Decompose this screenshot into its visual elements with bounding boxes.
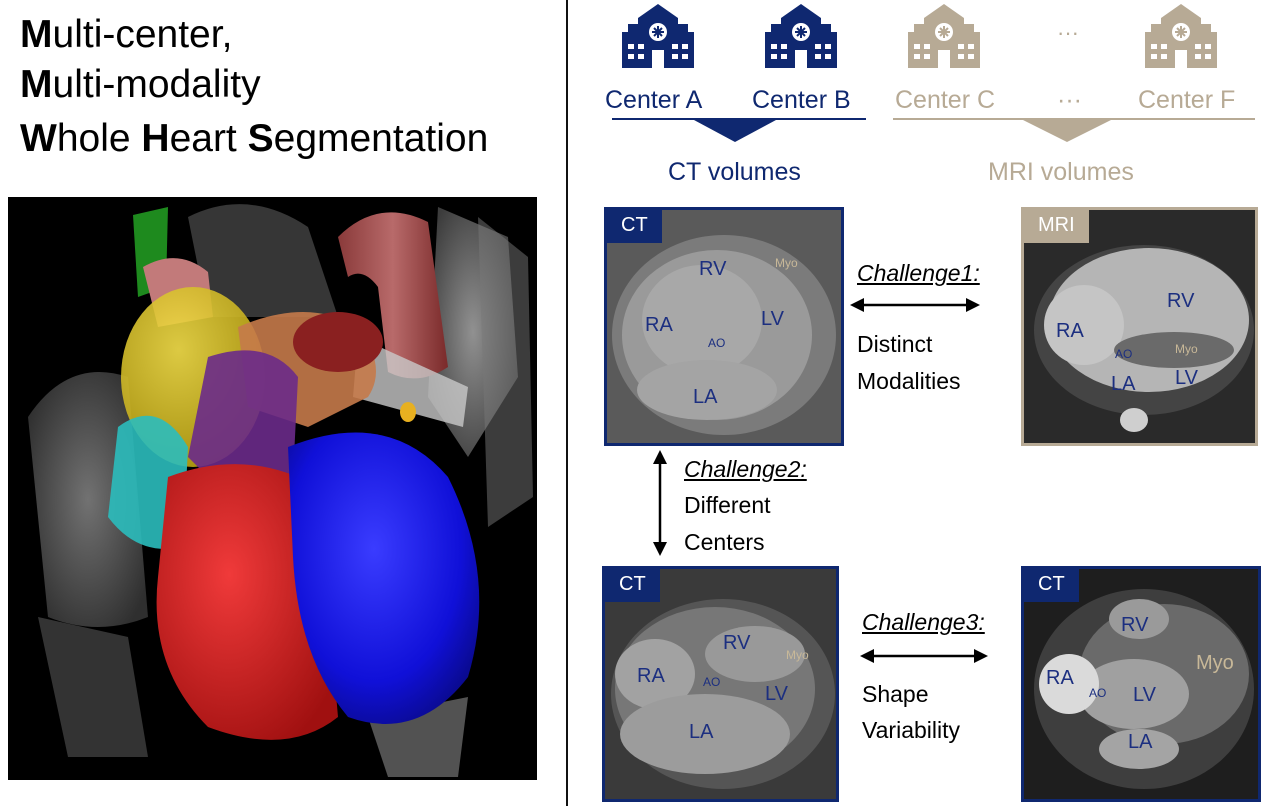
vertical-divider	[566, 0, 568, 806]
ct-scan-center-a: CT RV Myo RA LV AO LA	[604, 207, 844, 446]
label-ra: RA	[1056, 320, 1084, 342]
title-line-1: Multi-center,	[20, 13, 233, 56]
label-la: LA	[689, 721, 714, 743]
hospital-icon	[1145, 4, 1217, 68]
label-lv: LV	[765, 683, 788, 705]
challenge3-line1: Shape	[862, 681, 929, 707]
double-arrow-icon	[653, 450, 667, 556]
label-ao: AO	[703, 675, 721, 689]
label-ra: RA	[645, 314, 673, 336]
label-rv: RV	[699, 258, 727, 280]
title-line-2: Multi-modality	[20, 63, 261, 106]
double-arrow-icon	[860, 649, 988, 663]
heart-segmentation-render	[8, 197, 537, 780]
label-myo: Myo	[1175, 342, 1198, 356]
label-rv: RV	[723, 632, 751, 654]
label-ra: RA	[1046, 667, 1074, 689]
label-rv: RV	[1167, 290, 1195, 312]
label-ra: RA	[637, 665, 665, 687]
center-ellipsis-label: ···	[1057, 86, 1082, 114]
mri-scan: MRI RV RA AO Myo LA LV	[1021, 207, 1258, 446]
centers-ellipsis-icon: ···	[1057, 20, 1079, 45]
center-b-label: Center B	[752, 86, 851, 114]
label-la: LA	[1111, 373, 1136, 395]
label-ao: AO	[1115, 347, 1133, 361]
challenge3-title: Challenge3:	[862, 609, 985, 635]
label-myo: Myo	[786, 648, 809, 662]
hospital-icon	[765, 4, 837, 68]
label-ao: AO	[708, 336, 726, 350]
label-myo: Myo	[775, 256, 798, 270]
challenge2-title: Challenge2:	[684, 456, 807, 482]
challenge1-line2: Modalities	[857, 368, 961, 394]
scan-modality-tag: CT	[605, 569, 660, 602]
double-arrow-icon	[850, 298, 980, 312]
challenge2-line2: Centers	[684, 529, 765, 555]
challenge1-line1: Distinct	[857, 331, 933, 357]
scan-modality-tag: CT	[1024, 569, 1079, 602]
ct-scan-center-b: CT RV Myo RA AO LV LA	[602, 566, 839, 802]
title-line-3: Whole Heart Segmentation	[20, 117, 489, 160]
challenge1-title: Challenge1:	[857, 260, 980, 286]
scan-modality-tag: MRI	[1024, 210, 1089, 243]
hospital-icon	[622, 4, 694, 68]
center-f-label: Center F	[1138, 86, 1236, 114]
label-lv: LV	[1133, 684, 1156, 706]
label-lv: LV	[1175, 367, 1198, 389]
ct-volumes-label: CT volumes	[668, 158, 801, 186]
hospital-icon	[908, 4, 980, 68]
ct-funnel-bracket	[612, 118, 866, 142]
mri-funnel-bracket	[893, 118, 1255, 142]
center-c-label: Center C	[895, 86, 996, 114]
label-myo: Myo	[1196, 652, 1234, 674]
label-ao: AO	[1089, 686, 1107, 700]
ct-scan-center-c: CT RV Myo RA AO LV LA	[1021, 566, 1261, 802]
label-la: LA	[1128, 731, 1153, 753]
challenge2-line1: Different	[684, 492, 771, 518]
label-lv: LV	[761, 308, 784, 330]
mri-volumes-label: MRI volumes	[988, 158, 1134, 186]
label-la: LA	[693, 386, 718, 408]
scan-modality-tag: CT	[607, 210, 662, 243]
center-a-label: Center A	[605, 86, 703, 114]
challenge3-line2: Variability	[862, 717, 960, 743]
label-rv: RV	[1121, 614, 1149, 636]
